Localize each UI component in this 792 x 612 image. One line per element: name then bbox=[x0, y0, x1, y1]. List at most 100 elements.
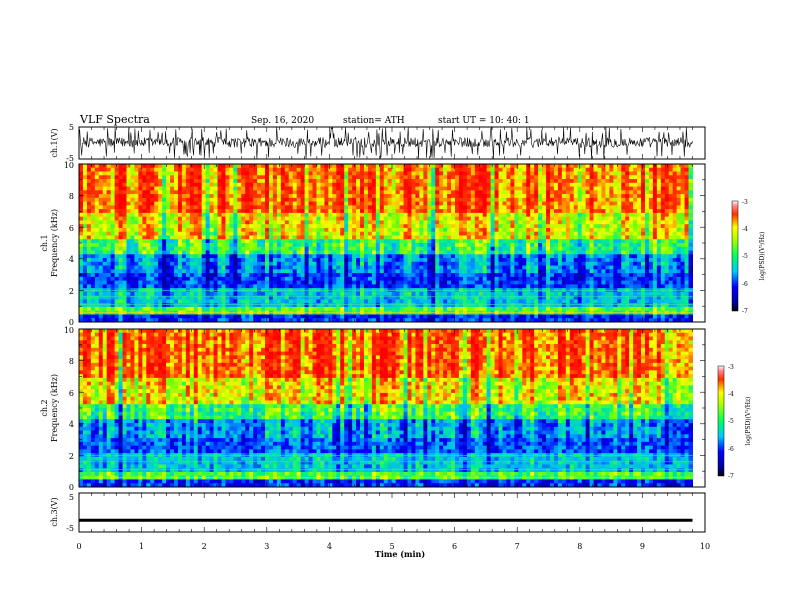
spectrogram-cell bbox=[320, 243, 325, 248]
spectrogram-cell bbox=[229, 231, 234, 236]
spectrogram-cell bbox=[316, 224, 321, 229]
spectrogram-cell bbox=[644, 186, 650, 191]
spectrogram-cell bbox=[312, 254, 317, 259]
spectrogram-cell bbox=[419, 209, 424, 214]
spectrogram-cell bbox=[431, 224, 436, 229]
spectrogram-cell bbox=[676, 239, 682, 244]
spectrogram-cell bbox=[158, 231, 163, 236]
spectrogram-cell bbox=[185, 175, 191, 180]
spectrogram-cell bbox=[118, 258, 124, 263]
spectrogram-cell bbox=[522, 276, 527, 282]
spectrogram-cell bbox=[534, 175, 539, 180]
spectrogram-cell bbox=[680, 201, 686, 206]
spectrogram-cell bbox=[641, 243, 646, 248]
spectrogram-cell bbox=[356, 182, 361, 188]
spectrogram-cell bbox=[221, 164, 226, 169]
spectrogram-cell bbox=[660, 258, 666, 263]
spectrogram-cell bbox=[249, 261, 254, 267]
spectrogram-cell bbox=[534, 205, 539, 210]
spectrogram-cell bbox=[443, 216, 448, 221]
spectrogram-cell bbox=[316, 254, 321, 259]
spectrogram-cell bbox=[597, 212, 602, 218]
spectrogram-cell bbox=[170, 171, 175, 176]
spectrogram-cell bbox=[498, 231, 503, 236]
spectrogram-cell bbox=[518, 186, 523, 191]
spectrogram-cell bbox=[197, 167, 203, 173]
spectrogram-cell bbox=[150, 190, 155, 195]
spectrogram-cell bbox=[193, 190, 199, 195]
spectrogram-cell bbox=[352, 261, 357, 267]
spectrogram-cell bbox=[391, 239, 397, 244]
spectrogram-cell bbox=[367, 167, 373, 173]
spectrogram-cell bbox=[617, 276, 622, 282]
spectrogram-cell bbox=[597, 265, 602, 270]
spectrogram-cell bbox=[106, 216, 112, 221]
spectrogram-cell bbox=[443, 220, 448, 225]
spectrogram-cell bbox=[680, 209, 686, 214]
spectrogram-cell bbox=[114, 243, 120, 248]
spectrogram-cell bbox=[320, 212, 325, 218]
spectrogram-cell bbox=[253, 179, 258, 184]
spectrogram-cell bbox=[106, 182, 112, 188]
spectrogram-cell bbox=[546, 171, 551, 176]
spectrogram-cell bbox=[458, 167, 464, 173]
spectrogram-cell bbox=[486, 182, 492, 188]
spectrogram-cell bbox=[221, 197, 226, 203]
spectrogram-cell bbox=[462, 205, 468, 210]
spectrogram-cell bbox=[173, 280, 179, 285]
spectrogram-cell bbox=[379, 224, 385, 229]
spectrogram-cell bbox=[110, 171, 116, 176]
spectrogram-cell bbox=[253, 212, 258, 218]
spectrogram-cell bbox=[561, 179, 567, 184]
spectrogram-cell bbox=[118, 205, 124, 210]
spectrogram-cell bbox=[435, 254, 440, 259]
spectrogram-cell bbox=[249, 175, 254, 180]
spectrogram-cell bbox=[648, 179, 654, 184]
spectrogram-cell bbox=[154, 239, 159, 244]
spectrogram-cell bbox=[130, 190, 135, 195]
spectrogram-cell bbox=[150, 175, 155, 180]
spectrogram-cell bbox=[150, 201, 155, 206]
spectrogram-cell bbox=[470, 235, 476, 240]
spectrogram-cell bbox=[633, 235, 638, 240]
spectrogram-cell bbox=[265, 175, 270, 180]
spectrogram-cell bbox=[110, 186, 116, 191]
spectrogram-cell bbox=[419, 265, 424, 270]
spectrogram-cell bbox=[300, 250, 306, 255]
spectrogram-cell bbox=[490, 231, 496, 236]
spectrogram-cell bbox=[193, 258, 199, 263]
spectrogram-cell bbox=[150, 205, 155, 210]
spectrogram-cell bbox=[470, 201, 476, 206]
spectrogram-cell bbox=[201, 220, 207, 225]
spectrogram-cell bbox=[613, 201, 618, 206]
spectrogram-cell bbox=[613, 276, 618, 282]
spectrogram-cell bbox=[189, 220, 195, 225]
spectrogram-cell bbox=[379, 212, 385, 218]
spectrogram-cell bbox=[284, 205, 290, 210]
spectrogram-cell bbox=[300, 235, 306, 240]
spectrogram-cell bbox=[241, 224, 246, 229]
spectrogram-cell bbox=[367, 265, 373, 270]
spectrogram-cell bbox=[94, 194, 100, 199]
spectrogram-cell bbox=[340, 246, 345, 252]
spectrogram-cell bbox=[478, 250, 484, 255]
spectrogram-cell bbox=[490, 220, 496, 225]
spectrogram-cell bbox=[158, 239, 163, 244]
ch1-ytick-bottom: -5 bbox=[66, 154, 74, 163]
spectrogram-cell bbox=[609, 197, 614, 203]
spectrogram-cell bbox=[625, 205, 630, 210]
spectrogram-cell bbox=[284, 280, 290, 285]
spectrogram-cell bbox=[312, 224, 317, 229]
spectrogram-cell bbox=[427, 265, 432, 270]
spectrogram-cell bbox=[173, 224, 179, 229]
spectrogram-cell bbox=[660, 269, 666, 274]
spectrogram-cell bbox=[82, 273, 88, 278]
spectrogram-cell bbox=[435, 171, 440, 176]
spectrogram-cell bbox=[332, 175, 337, 180]
spectrogram-cell bbox=[470, 182, 476, 188]
spectrogram-cell bbox=[431, 254, 436, 259]
spectrogram-cell bbox=[399, 239, 405, 244]
spectrogram-cell bbox=[268, 280, 274, 285]
spectrogram-cell bbox=[502, 254, 507, 259]
spectrogram-cell bbox=[181, 164, 187, 169]
